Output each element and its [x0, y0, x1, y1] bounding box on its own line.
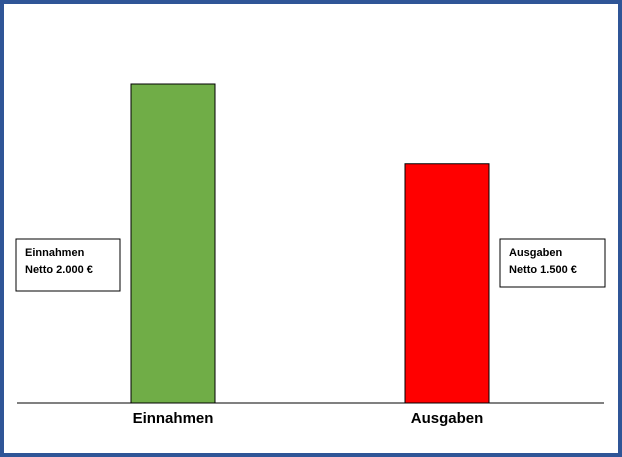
- annotation-title: Ausgaben: [509, 247, 562, 259]
- x-tick-label: Ausgaben: [411, 410, 484, 427]
- value-label: Netto 2.000 €: [25, 264, 93, 276]
- x-tick-label: Einnahmen: [133, 410, 214, 427]
- value-label: Netto 1.500 €: [509, 264, 577, 276]
- annotation-title: Einnahmen: [25, 247, 85, 259]
- annotation-box: [15, 238, 121, 292]
- annotation-box: [499, 238, 606, 288]
- bar: [404, 163, 490, 404]
- bar: [130, 83, 216, 404]
